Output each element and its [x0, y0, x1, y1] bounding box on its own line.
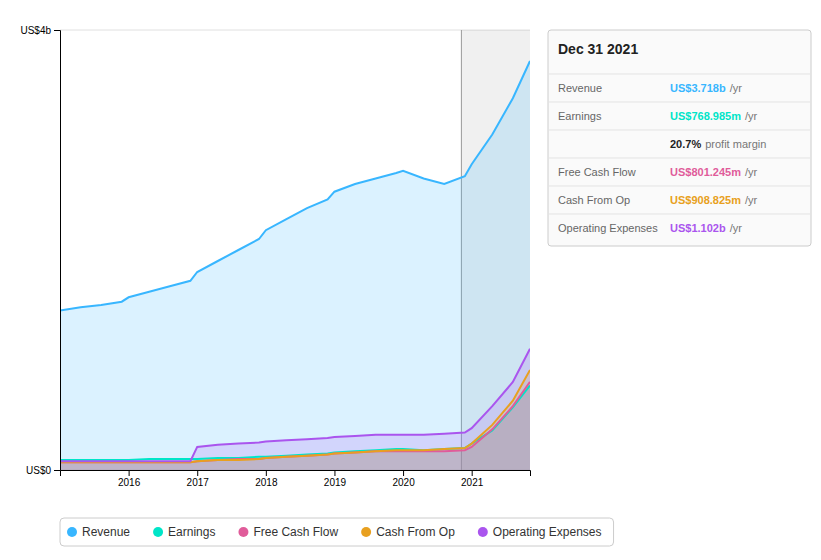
annotation-value: US$908.825m [670, 194, 741, 206]
tick-label: 2016 [118, 477, 141, 488]
divider [548, 214, 811, 215]
series-line [60, 61, 530, 310]
annotation-value: US$1.102b [670, 222, 726, 234]
tick-mark [197, 470, 198, 476]
legend: Revenue Earnings Free Cash Flow Cash From O… [60, 518, 614, 546]
tick: 2016 [118, 470, 141, 488]
annotation-value: US$3.718b [670, 82, 726, 94]
annotation-label: Free Cash Flow [558, 166, 636, 178]
legend-label: Operating Expenses [493, 525, 602, 539]
annotation-label: Cash From Op [558, 194, 630, 206]
title: Dec 31 2021 [558, 41, 638, 57]
annotation-suffix: /yr [745, 166, 758, 178]
series-line [60, 382, 530, 462]
tick-mark [403, 470, 404, 476]
divider [548, 102, 811, 103]
annotation-label: Operating Expenses [558, 222, 658, 234]
chart: 2016 2017 2018 2019 2020 2021 US$0 US$4b Dec 31 … [0, 0, 821, 560]
series-area [60, 61, 530, 470]
tick-label: 2020 [392, 477, 415, 488]
tick: 2021 [461, 470, 484, 488]
tick-label: 2018 [255, 477, 278, 488]
legend-swatch [238, 527, 248, 537]
annotation-suffix: /yr [730, 82, 743, 94]
y-axis: US$0 US$4b [20, 25, 60, 476]
legend-swatch [67, 527, 77, 537]
legend-label: Earnings [168, 525, 215, 539]
divider [548, 74, 811, 75]
grid [60, 30, 530, 470]
tick-mark [472, 470, 473, 476]
tick-label: US$0 [26, 465, 51, 476]
plot-area [60, 30, 530, 470]
annotation-value: US$801.245m [670, 166, 741, 178]
annotation-value: 20.7% [670, 138, 701, 150]
annotation-suffix: /yr [745, 194, 758, 206]
info-panel-box [548, 30, 811, 246]
legend-swatch [478, 527, 488, 537]
legend-label: Free Cash Flow [253, 525, 338, 539]
tick: 2019 [324, 470, 347, 488]
legend-box [60, 518, 614, 546]
axis-line [61, 471, 531, 477]
legend-label: Cash From Op [376, 525, 455, 539]
axis-line [54, 31, 61, 471]
x-axis: 2016 2017 2018 2019 2020 2021 [61, 470, 531, 488]
tick-mark [266, 470, 267, 476]
divider [548, 186, 811, 187]
annotation-label: Earnings [558, 110, 602, 122]
annotation-suffix: profit margin [705, 138, 766, 150]
tick: US$0 [26, 465, 60, 476]
annotation-suffix: /yr [730, 222, 743, 234]
tick-mark [129, 470, 130, 476]
series-line [60, 349, 530, 461]
grid-line [60, 30, 530, 31]
tick-label: 2019 [324, 477, 347, 488]
legend-swatch [153, 527, 163, 537]
tick-mark [54, 470, 60, 471]
tick-mark [54, 30, 60, 31]
divider [548, 130, 811, 131]
tick-label: 2021 [461, 477, 484, 488]
tick-mark [334, 470, 335, 476]
tick-label: US$4b [20, 25, 51, 36]
tick: 2017 [187, 470, 210, 488]
tick: US$4b [20, 25, 60, 36]
annotation-label: Revenue [558, 82, 602, 94]
legend-label: Revenue [82, 525, 130, 539]
series-area [60, 349, 530, 470]
series-line [60, 370, 530, 462]
annotation-value: US$768.985m [670, 110, 741, 122]
tick-label: 2017 [187, 477, 210, 488]
tick: 2020 [392, 470, 415, 488]
tick: 2018 [255, 470, 278, 488]
annotation-suffix: /yr [745, 110, 758, 122]
divider [548, 158, 811, 159]
legend-swatch [361, 527, 371, 537]
info-panel: Dec 31 2021 Revenue US$3.718b/yr Earnings US… [548, 30, 811, 246]
